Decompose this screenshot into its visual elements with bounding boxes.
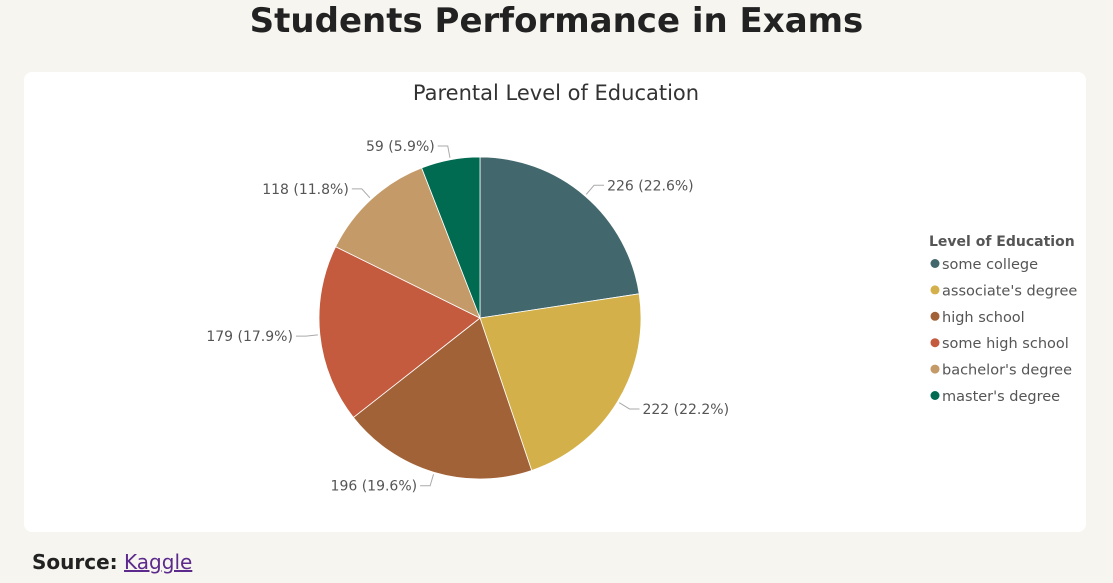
pie-slice-some-high-school[interactable] xyxy=(318,246,481,419)
pie-leader-lines xyxy=(295,145,640,487)
leader-line-master-s-degree xyxy=(437,145,451,158)
data-label-some-high-school: 179 (17.9%) xyxy=(206,329,293,345)
data-label-associate-s-degree: 222 (22.2%) xyxy=(642,402,729,418)
legend-label-high-school[interactable]: high school xyxy=(942,310,1025,326)
legend-marker-high-school[interactable] xyxy=(930,311,940,321)
legend-marker-some-college[interactable] xyxy=(930,259,940,268)
pie-data-labels: 226 (22.6%) 222 (22.2%) 196 (19.6%) 179 (17… xyxy=(206,139,729,495)
legend-label-associate-s-degree[interactable]: associate's degree xyxy=(942,283,1077,299)
pie-slice-bachelor-s-degree[interactable] xyxy=(335,167,481,319)
pie-slice-some-college[interactable] xyxy=(479,156,640,319)
leader-line-bachelor-s-degree xyxy=(351,188,371,199)
page-title: Students Performance in Exams xyxy=(249,1,864,41)
pie-slice-high-school[interactable] xyxy=(352,317,533,480)
legend-marker-associate-s-degree[interactable] xyxy=(930,285,940,295)
leader-line-some-college xyxy=(585,184,605,195)
legend-label-master-s-degree[interactable]: master's degree xyxy=(942,389,1060,405)
data-label-some-college: 226 (22.6%) xyxy=(607,178,694,194)
legend-label-bachelor-s-degree[interactable]: bachelor's degree xyxy=(942,363,1072,379)
pie-slice-master-s-degree[interactable] xyxy=(421,156,481,319)
pie-slices xyxy=(318,156,642,480)
pie-slice-associate-s-degree[interactable] xyxy=(479,293,642,471)
chart-legend: Level of Education some college associate… xyxy=(929,234,1077,405)
pie-chart: Parental Level of Education 226 (22.6%)2… xyxy=(206,81,1077,495)
data-label-bachelor-s-degree: 118 (11.8%) xyxy=(262,182,349,198)
legend-marker-bachelor-s-degree[interactable] xyxy=(930,364,940,374)
source-prefix: Source: xyxy=(32,550,118,574)
legend-label-some-high-school[interactable]: some high school xyxy=(942,336,1069,352)
chart-title: Parental Level of Education xyxy=(413,81,699,105)
leader-line-high-school xyxy=(420,474,435,487)
chart-card: Parental Level of Education 226 (22.6%) 2… xyxy=(24,72,1086,532)
legend-label-some-college[interactable]: some college xyxy=(942,257,1038,273)
legend-marker-some-high-school[interactable] xyxy=(930,338,940,348)
leader-line-associate-s-degree xyxy=(618,402,640,410)
source-link[interactable]: Kaggle xyxy=(124,550,193,574)
leader-line-some-high-school xyxy=(295,334,318,337)
legend-marker-master-s-degree[interactable] xyxy=(930,391,940,400)
legend-title: Level of Education xyxy=(929,234,1075,250)
data-label-master-s-degree: 59 (5.9%) xyxy=(366,139,435,155)
source-line: Source: Kaggle xyxy=(32,550,192,574)
data-label-high-school: 196 (19.6%) xyxy=(331,479,418,495)
